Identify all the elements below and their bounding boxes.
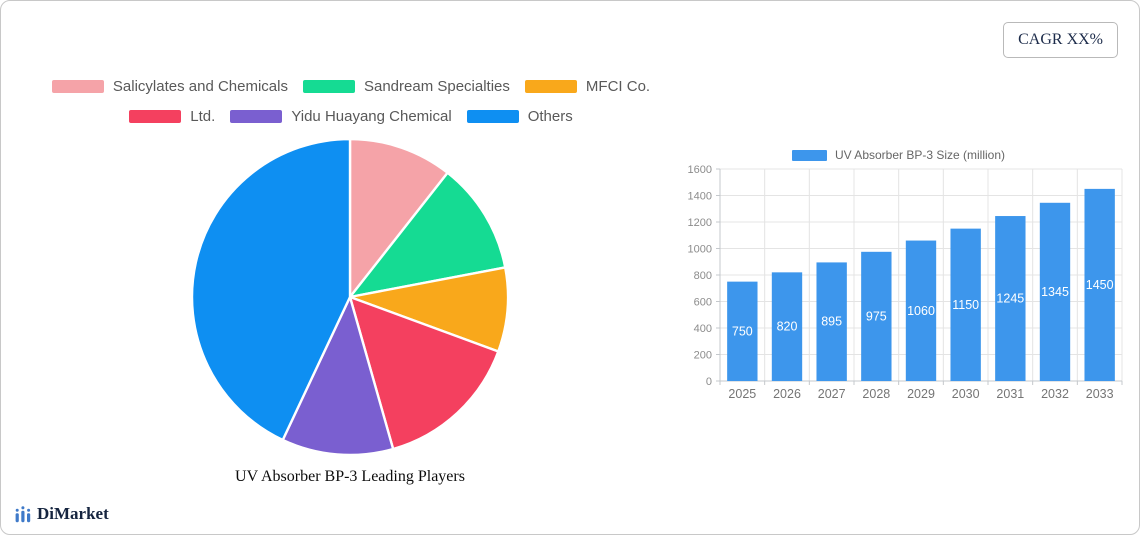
legend-swatch-ltd — [129, 110, 182, 123]
bar-value-label: 750 — [732, 324, 753, 338]
x-category-label: 2030 — [952, 387, 980, 401]
cagr-badge: CAGR XX% — [1003, 22, 1118, 58]
legend-item-salicylates: Salicylates and Chemicals — [51, 78, 288, 95]
pie-slice-0 — [348, 137, 449, 299]
x-category-label: 2028 — [862, 387, 890, 401]
bar-chart-legend: UV Absorber BP-3 Size (million) — [661, 148, 1136, 162]
x-category-label: 2033 — [1086, 387, 1114, 401]
pie-slice-4 — [281, 295, 395, 457]
x-category-label: 2032 — [1041, 387, 1069, 401]
legend-label-mfci: MFCI Co. — [585, 78, 651, 95]
bar-2025 — [727, 281, 758, 382]
x-category-label: 2026 — [773, 387, 801, 401]
bar-2029 — [905, 240, 937, 381]
bar-value-label: 1245 — [996, 292, 1024, 306]
pie-slice-5 — [190, 137, 352, 442]
legend-swatch-sandream — [302, 80, 355, 93]
legend-item-sandream: Sandream Specialties — [302, 78, 510, 95]
bar-value-label: 1345 — [1041, 285, 1069, 299]
pie-chart — [190, 137, 510, 457]
legend-label-yidu: Yidu Huayang Chemical — [291, 108, 452, 125]
pie-legend-row-2: Ltd. Yidu Huayang Chemical Others — [1, 108, 701, 125]
bar-2026 — [771, 272, 803, 381]
bar-value-label: 1060 — [907, 304, 935, 318]
bar-legend-swatch — [791, 149, 827, 161]
legend-item-others: Others — [466, 108, 573, 125]
bar-2030 — [950, 228, 981, 382]
y-tick-label: 1000 — [688, 244, 712, 256]
y-tick-label: 600 — [694, 297, 712, 309]
legend-item-yidu: Yidu Huayang Chemical — [230, 108, 452, 125]
legend-swatch-salicylates — [51, 80, 104, 93]
bar-2033 — [1084, 188, 1115, 382]
pie-slice-2 — [348, 266, 510, 353]
legend-item-ltd: Ltd. — [129, 108, 215, 125]
brand-logo: DiMarket — [14, 504, 109, 524]
legend-label-sandream: Sandream Specialties — [363, 78, 510, 95]
y-tick-label: 0 — [706, 376, 712, 388]
bar-2027 — [816, 262, 847, 381]
legend-label-ltd: Ltd. — [190, 108, 216, 125]
bar-2028 — [861, 251, 892, 381]
bar-2032 — [1039, 202, 1071, 381]
bar-chart: 0 200 400 600 800 1000 1200 1400 1600 750 2025 820 2… — [688, 164, 1123, 401]
y-tick-label: 200 — [694, 350, 712, 362]
y-tick-label: 1400 — [688, 191, 712, 203]
brand-bars-icon — [15, 506, 31, 523]
bar-value-label: 820 — [777, 320, 798, 334]
legend-swatch-yidu — [230, 110, 283, 123]
x-category-label: 2031 — [996, 387, 1024, 401]
y-tick-label: 1600 — [688, 164, 712, 176]
legend-label-salicylates: Salicylates and Chemicals — [112, 78, 288, 95]
pie-title: UV Absorber BP-3 Leading Players — [235, 468, 465, 485]
legend-item-mfci: MFCI Co. — [524, 78, 651, 95]
bar-2031 — [995, 216, 1026, 381]
legend-swatch-others — [466, 110, 519, 123]
y-tick-label: 800 — [694, 270, 712, 282]
bar-value-label: 895 — [821, 315, 842, 329]
legend-label-others: Others — [527, 108, 573, 125]
brand-name: DiMarket — [37, 504, 109, 523]
bar-value-label: 1150 — [952, 298, 979, 312]
x-category-label: 2027 — [818, 387, 846, 401]
y-tick-label: 400 — [694, 323, 712, 335]
pie-slice-3 — [348, 295, 500, 451]
x-category-label: 2025 — [728, 387, 756, 401]
bar-legend-label: UV Absorber BP-3 Size (million) — [834, 148, 1006, 162]
pie-legend: Salicylates and Chemicals Sandream Speci… — [1, 78, 701, 138]
legend-swatch-mfci — [524, 80, 577, 93]
bar-value-label: 1450 — [1086, 278, 1114, 292]
pie-legend-row-1: Salicylates and Chemicals Sandream Speci… — [1, 78, 701, 95]
pie-slice-1 — [348, 171, 507, 299]
bar-value-label: 975 — [866, 309, 887, 323]
y-tick-label: 1200 — [688, 217, 712, 229]
x-category-label: 2029 — [907, 387, 935, 401]
